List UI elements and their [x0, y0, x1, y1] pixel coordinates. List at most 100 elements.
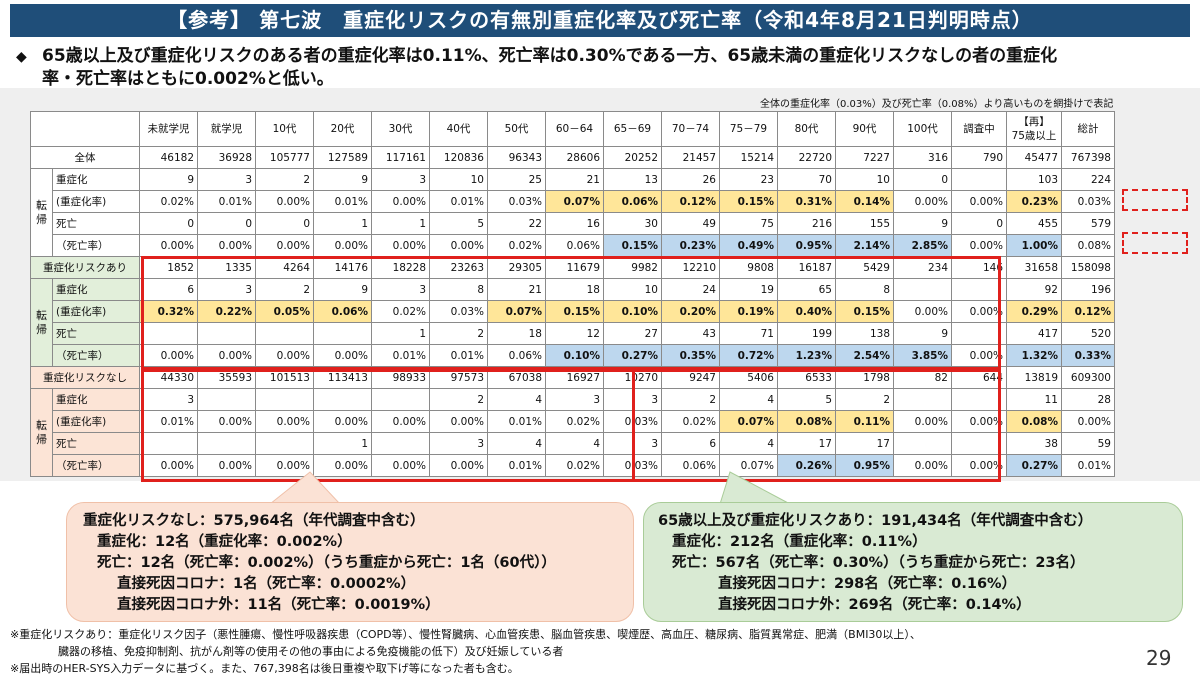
column-header: 50代: [487, 111, 546, 147]
column-header: 60－64: [545, 111, 604, 147]
table-cell: 520: [1061, 322, 1115, 345]
table-cell: 0.40%: [777, 300, 836, 323]
callout-risk-line1: 65歳以上及び重症化リスクあり：191,434名（年代調査中含む）: [658, 513, 1093, 529]
table-cell: 0.26%: [777, 454, 836, 477]
column-header: 調査中: [951, 111, 1007, 147]
table-cell: 579: [1061, 212, 1115, 235]
table-cell: 0.05%: [255, 300, 314, 323]
table-cell: 2.54%: [835, 344, 894, 367]
table-cell: 0.02%: [545, 454, 604, 477]
table-cell: 16187: [777, 256, 836, 279]
callout-risk-line4: 直接死因コロナ：298名（死亡率：0.16%）: [718, 576, 1017, 592]
table-cell: 0.33%: [1061, 344, 1115, 367]
table-cell: 0.00%: [197, 454, 256, 477]
footnote-3: ※届出時のHER-SYS入力データに基づく。また、767,398名は後日重複や取…: [10, 662, 519, 675]
table-cell: 0.00%: [951, 454, 1007, 477]
table-cell: 20252: [603, 146, 662, 169]
table-cell: 0.06%: [661, 454, 720, 477]
table-row: (重症化率) 0.01% 0.00% 0.00% 0.00% 0.00% 0.00% 0.01…: [31, 410, 1115, 433]
column-header: 未就学児: [139, 111, 198, 147]
table-cell: 196: [1061, 278, 1115, 301]
callout-no-risk-line5: 直接死因コロナ外：11名（死亡率：0.0019%）: [117, 597, 440, 613]
table-cell: 3.85%: [893, 344, 952, 367]
table-cell: 0.12%: [1061, 300, 1115, 323]
callout-risk: 65歳以上及び重症化リスクあり：191,434名（年代調査中含む） 重症化：21…: [643, 502, 1183, 622]
table-cell: 1.23%: [777, 344, 836, 367]
table-cell: 0.08%: [1006, 410, 1062, 433]
row-label: （死亡率）: [52, 454, 140, 477]
row-label: 重症化: [52, 168, 140, 191]
table-cell: 0.32%: [139, 300, 198, 323]
table-cell: 0.10%: [603, 300, 662, 323]
table-cell: 0.14%: [835, 190, 894, 213]
row-label: (重症化率): [52, 190, 140, 213]
table-cell: 0.00%: [139, 454, 198, 477]
table-cell: 0.00%: [371, 190, 430, 213]
table-cell: 0.02%: [371, 300, 430, 323]
table-cell: 0.01%: [1061, 454, 1115, 477]
table-cell: 1.32%: [1006, 344, 1062, 367]
column-header: 40代: [429, 111, 488, 147]
row-label: 死亡: [52, 322, 140, 345]
table-cell: 767398: [1061, 146, 1115, 169]
column-header: 70－74: [661, 111, 720, 147]
table-cell: 31658: [1006, 256, 1062, 279]
group-total-row: 全体 46182 36928 105777 127589 117161 120836 9634…: [30, 146, 1115, 169]
page-number: 29: [1146, 646, 1172, 670]
table-header-row: 未就学児 就学児 10代 20代 30代 40代 50代 60－64 65－69 70－74 75－…: [30, 111, 1115, 147]
callout-no-risk-line4: 直接死因コロナ：1名（死亡率：0.0002%）: [117, 576, 416, 592]
callout-risk-line2: 重症化：212名（重症化率：0.11%）: [672, 534, 927, 550]
row-label: 重症化: [52, 388, 140, 411]
column-header: 10代: [255, 111, 314, 147]
table-cell: 0.23%: [1006, 190, 1062, 213]
column-header: 総計: [1061, 111, 1115, 147]
table-cell: 790: [951, 146, 1007, 169]
table-cell: 224: [1061, 168, 1115, 191]
group-label: 重症化リスクなし: [30, 366, 140, 389]
risk-high-highlight-box: [141, 256, 1001, 370]
callout-risk-line3: 死亡：567名（死亡率：0.30%）（うち重症から死亡：23名）: [672, 555, 1085, 571]
table-cell: 0.19%: [719, 300, 778, 323]
right-callout-pointer: [719, 471, 791, 505]
table-cell: 199: [777, 322, 836, 345]
table-cell: 0.72%: [719, 344, 778, 367]
outcome-side-label: 転 帰: [30, 278, 53, 367]
table-cell: 0.95%: [835, 454, 894, 477]
callout-no-risk-line3: 死亡：12名（死亡率：0.002%）（うち重症から死亡：1名（60代））: [97, 555, 556, 571]
table-cell: 0.95%: [777, 234, 836, 257]
table-cell: 0.00%: [429, 234, 488, 257]
row-label: 死亡: [52, 432, 140, 455]
table-cell: 18: [487, 322, 546, 345]
table-cell: 0.00%: [893, 410, 952, 433]
table-row: （死亡率） 0.00% 0.00% 0.00% 0.00% 0.00% 0.00% 0.02%…: [31, 234, 1115, 257]
table-cell: 0.15%: [835, 300, 894, 323]
table-row: （死亡率） 0.00% 0.00% 0.00% 0.00% 0.01% 0.01% 0.06%…: [31, 344, 1115, 367]
table-cell: 0.07%: [487, 300, 546, 323]
table-cell: 25: [487, 168, 546, 191]
table-row: 死亡 1 2 18 12 27 43 71 199 138 9 417 520: [31, 322, 1115, 345]
footnote-1: ※重症化リスクあり：重症化リスク因子（悪性腫瘍、慢性呼吸器疾患（COPD等）、慢…: [10, 628, 921, 641]
table-cell: 0.20%: [661, 300, 720, 323]
data-table: 未就学児 就学児 10代 20代 30代 40代 50代 60－64 65－69 70－74 75－…: [30, 111, 1115, 477]
table-cell: 0.08%: [1061, 234, 1115, 257]
table-cell: 0.15%: [603, 234, 662, 257]
summary-bullet-line1: ◆ 65歳以上及び重症化リスクのある者の重症化率は0.11%、死亡率は0.30%で…: [16, 41, 1057, 66]
column-header: 75－79: [719, 111, 778, 147]
group-total-row: 重症化リスクなし 44330 35593 101513 113413 98933 97573…: [30, 366, 1115, 389]
callout-no-risk-line2: 重症化：12名（重症化率：0.002%）: [97, 534, 352, 550]
table-cell: 11679: [545, 256, 604, 279]
column-header: 65－69: [603, 111, 662, 147]
table-row: (重症化率) 0.02% 0.01% 0.00% 0.01% 0.00% 0.01% 0.03…: [31, 190, 1115, 213]
footnote-2: 臓器の移植、免疫抑制剤、抗がん剤等の使用その他の事由による免疫機能の低下）及び妊…: [58, 645, 564, 658]
table-cell: 0.15%: [719, 190, 778, 213]
table-cell: 0.06%: [603, 190, 662, 213]
callout-no-risk: 重症化リスクなし：575,964名（年代調査中含む） 重症化：12名（重症化率：…: [66, 502, 634, 622]
table-note: 全体の重症化率（0.03%）及び死亡率（0.08%）より高いものを網掛けで表記: [760, 99, 1114, 110]
left-callout-pointer: [268, 471, 342, 505]
table-row: （死亡率） 0.00% 0.00% 0.00% 0.00% 0.00% 0.00% 0.01%…: [31, 454, 1115, 477]
table-cell: 10: [429, 168, 488, 191]
column-header: 80代: [777, 111, 836, 147]
column-header: 100代: [893, 111, 952, 147]
overall-severe-rate-dashed-box: [1122, 189, 1188, 211]
table-cell: 0.27%: [1006, 454, 1062, 477]
